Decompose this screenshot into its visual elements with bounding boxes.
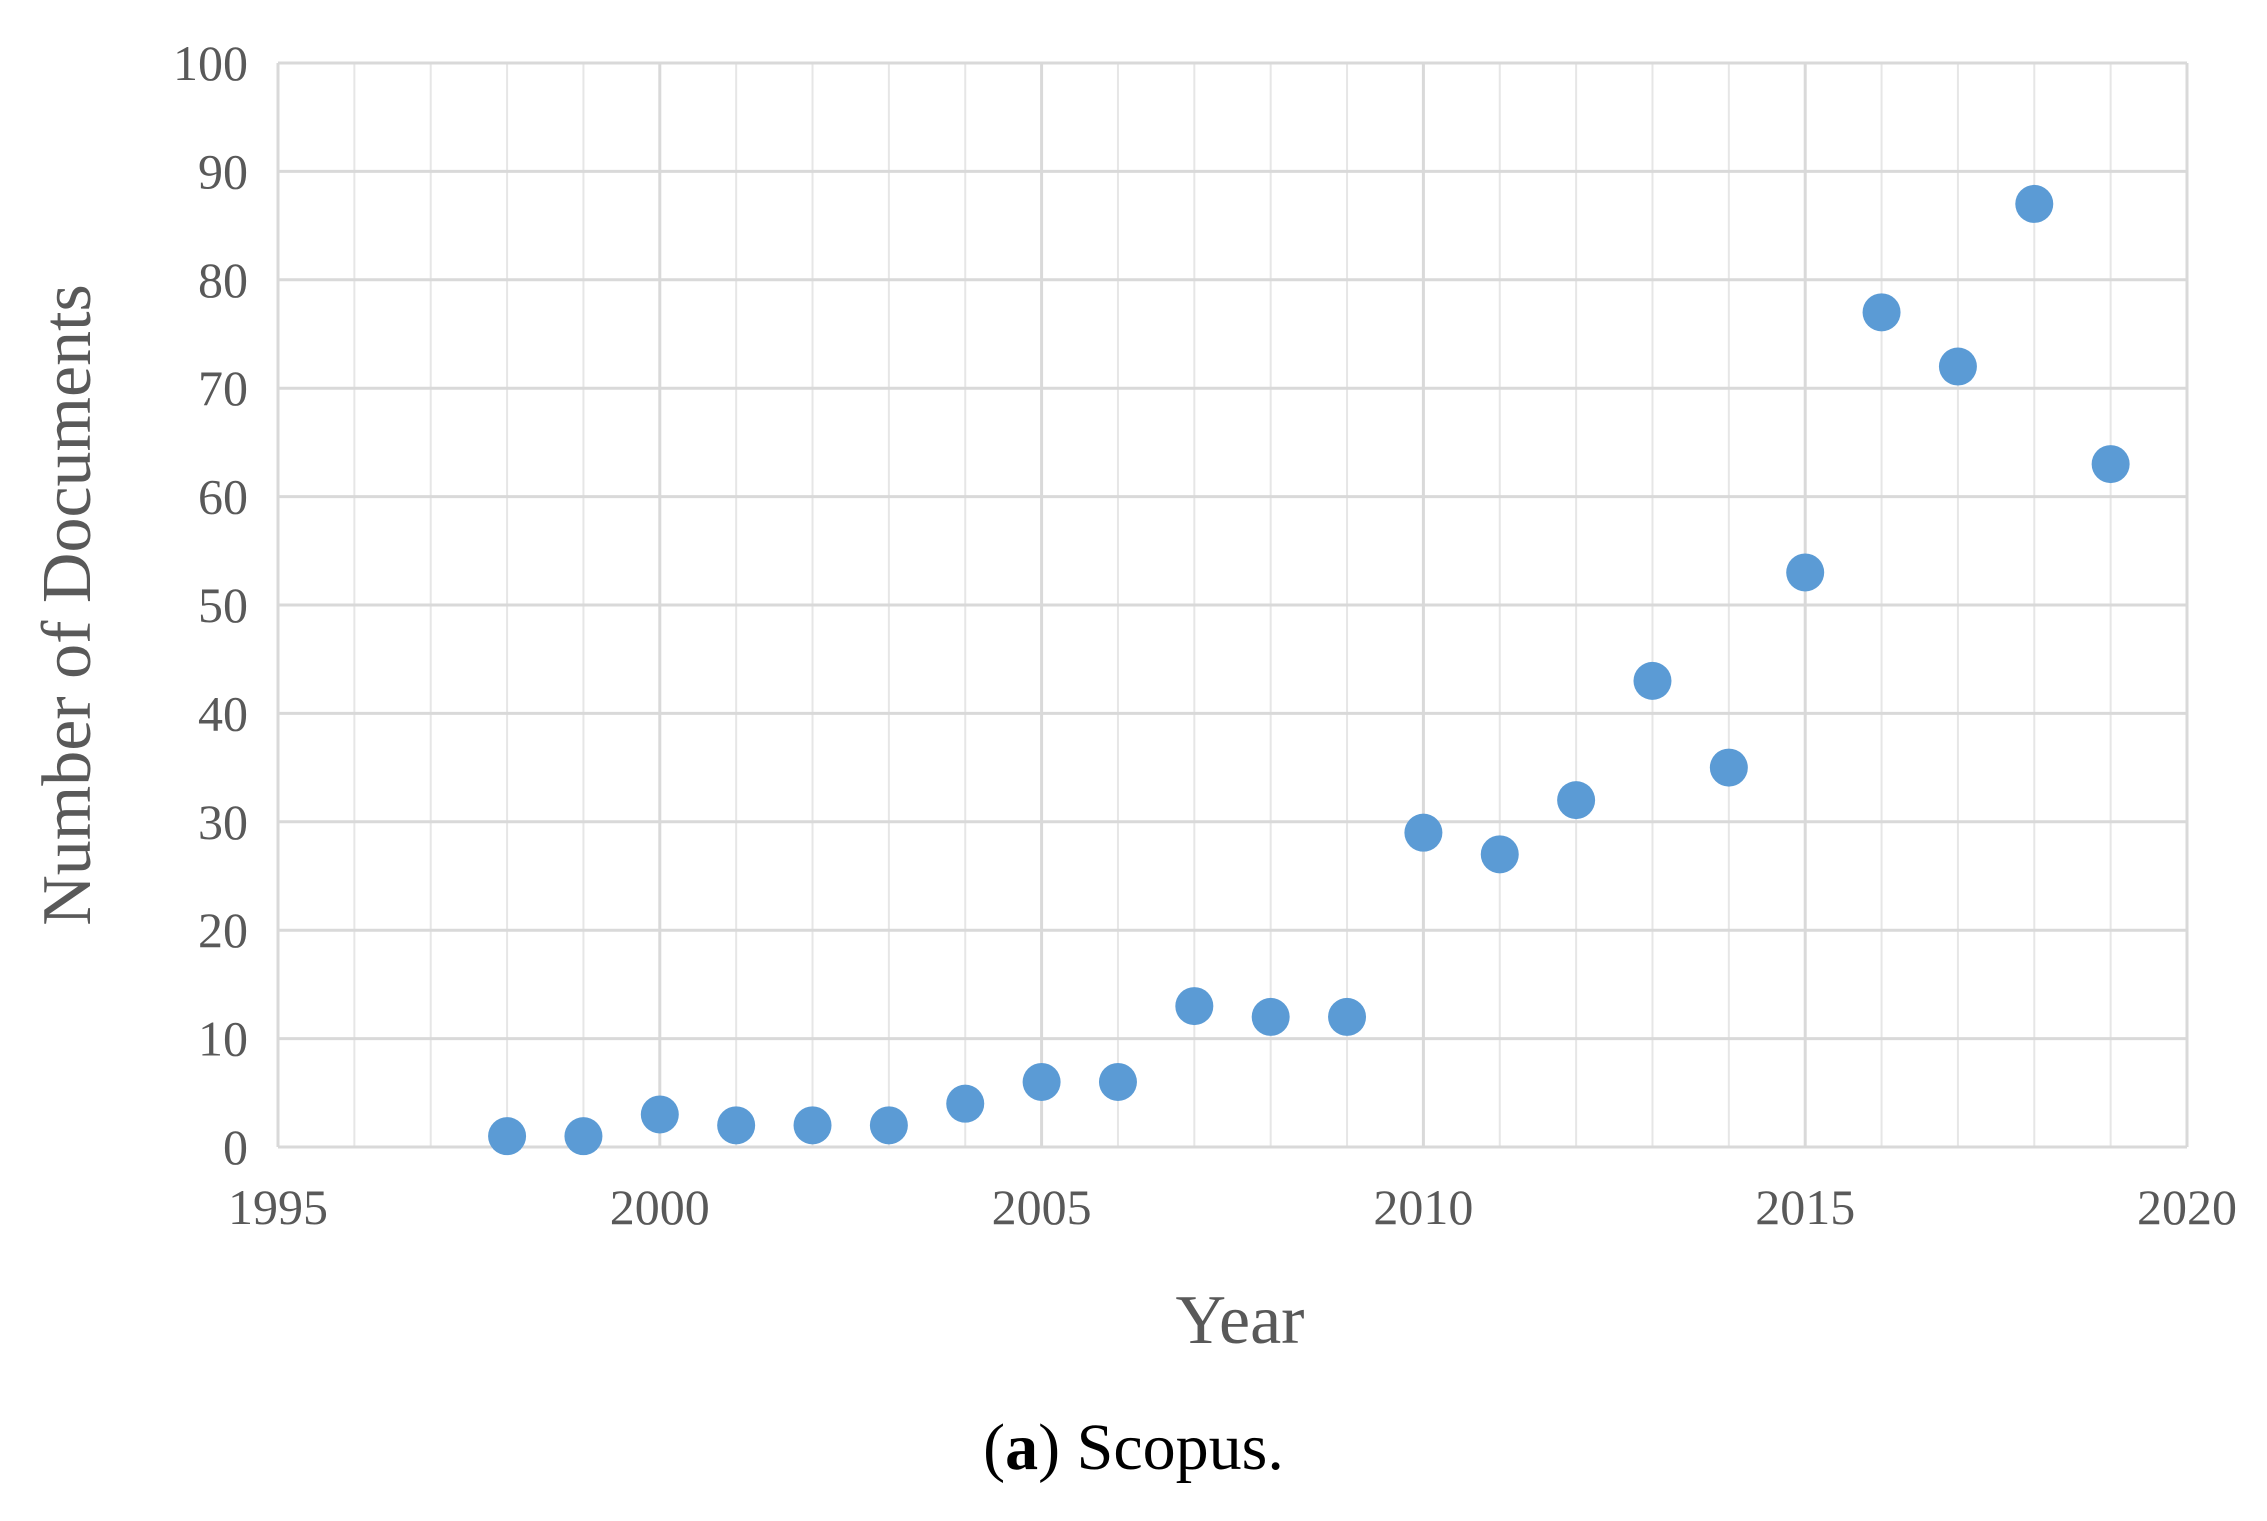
data-point: [488, 1117, 527, 1156]
x-tick-label: 1995: [228, 1179, 328, 1235]
x-tick-label: 2020: [2137, 1179, 2237, 1235]
x-tick-label: 2000: [610, 1179, 710, 1235]
caption-label: a: [1005, 1411, 1039, 1484]
y-tick-label: 60: [198, 469, 248, 525]
x-axis-tick-labels: 1995 2000 2005 2010 2015 2020: [228, 1179, 2237, 1235]
x-tick-label: 2010: [1373, 1179, 1473, 1235]
y-tick-label: 40: [198, 685, 248, 741]
y-tick-label: 50: [198, 577, 248, 633]
data-point: [1175, 987, 1214, 1026]
y-tick-label: 0: [223, 1119, 248, 1175]
y-tick-label: 20: [198, 902, 248, 958]
y-tick-label: 10: [198, 1011, 248, 1067]
data-point: [1251, 997, 1290, 1036]
data-point: [946, 1084, 985, 1123]
data-point: [793, 1106, 832, 1145]
y-tick-label: 80: [198, 252, 248, 308]
data-point: [2091, 445, 2130, 484]
data-point: [1098, 1062, 1137, 1101]
data-point: [869, 1106, 908, 1145]
y-tick-label: 30: [198, 794, 248, 850]
figure-caption: (a) Scopus.: [983, 1411, 1284, 1484]
data-point: [1786, 553, 1825, 592]
y-axis-title: Number of Documents: [29, 284, 106, 926]
data-points: [488, 184, 2130, 1156]
y-axis-tick-labels: 0 10 20 30 40 50 60 70 80 90 100: [173, 35, 248, 1175]
y-tick-label: 100: [173, 35, 248, 91]
data-point: [564, 1117, 603, 1156]
data-point: [1862, 293, 1901, 332]
data-point: [1022, 1062, 1061, 1101]
data-point: [2015, 184, 2054, 223]
y-tick-label: 70: [198, 360, 248, 416]
data-point: [717, 1106, 756, 1145]
y-tick-label: 90: [198, 143, 248, 199]
caption-text: Scopus.: [1076, 1411, 1284, 1484]
data-point: [1404, 813, 1443, 852]
data-point: [1328, 997, 1367, 1036]
x-tick-label: 2015: [1755, 1179, 1855, 1235]
data-point: [1633, 661, 1672, 700]
data-point: [1480, 835, 1519, 874]
scatter-chart: 0 10 20 30 40 50 60 70 80 90 100 1995 2000 2005 2010 2…: [29, 35, 2237, 1359]
x-axis-title: Year: [1176, 1282, 1305, 1359]
data-point: [1557, 781, 1596, 820]
major-gridlines: [276, 61, 2189, 1149]
x-tick-label: 2005: [992, 1179, 1092, 1235]
data-point: [1709, 748, 1748, 787]
data-point: [640, 1095, 679, 1134]
data-point: [1938, 347, 1977, 386]
